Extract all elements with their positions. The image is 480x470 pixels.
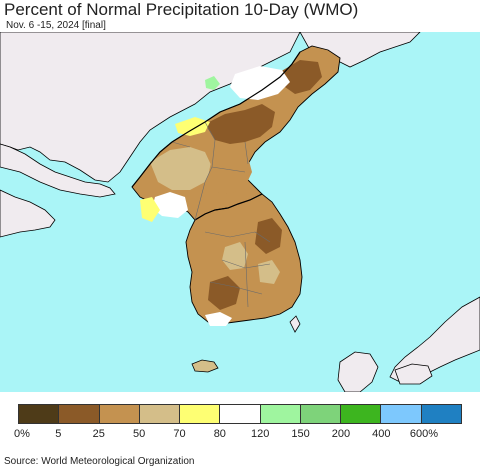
precip-dark-region-sk-south <box>208 276 240 310</box>
legend-swatch <box>260 405 301 423</box>
legend-label: 50 <box>132 428 146 440</box>
precip-white-region-nk-west <box>152 192 188 218</box>
shandong-peninsula <box>0 189 56 238</box>
province-lines-nk <box>171 121 249 221</box>
legend-swatch <box>180 405 221 423</box>
precipitation-map <box>0 32 480 392</box>
legend-swatch <box>59 405 100 423</box>
precip-dark-region-east <box>280 60 322 94</box>
legend-color-bar <box>18 404 462 424</box>
precip-green-spot-nk <box>205 76 220 90</box>
legend-swatch <box>99 405 140 423</box>
precip-yellow-coast-nk <box>140 197 160 222</box>
tsushima-island <box>289 315 301 333</box>
legend-label: 25 <box>92 428 105 440</box>
precip-white-region-nk-north <box>230 66 290 100</box>
jeju-island <box>191 359 219 373</box>
legend-labels: 0% 5 25 50 70 80 120 150 200 400 600% <box>14 428 462 442</box>
legend-swatch <box>220 405 261 423</box>
precip-dark-region-nk <box>205 104 275 144</box>
legend-label: 600% <box>409 428 439 440</box>
legend-swatch <box>381 405 422 423</box>
precip-white-coast-sk <box>205 312 232 326</box>
legend-label: 200 <box>331 428 351 440</box>
legend-label: 0% <box>14 428 30 440</box>
legend-swatch <box>300 405 342 423</box>
legend-label: 5 <box>55 428 62 440</box>
liaodong-peninsula <box>0 143 116 198</box>
legend-swatch <box>19 405 60 423</box>
source-credit: Source: World Meteorological Organizatio… <box>4 456 195 467</box>
province-lines-sk <box>204 231 271 308</box>
precip-medium-region-nk <box>208 150 252 194</box>
legend-label: 150 <box>291 428 310 440</box>
precip-tan-region-sk <box>222 242 248 270</box>
legend-swatch <box>421 405 461 423</box>
legend-label: 120 <box>250 428 270 440</box>
map-canvas <box>0 32 480 392</box>
dmz-border <box>194 193 263 221</box>
legend-swatch <box>341 405 382 423</box>
legend-label: 400 <box>372 428 391 440</box>
map-subtitle: Nov. 6 -15, 2024 [final] <box>6 20 106 31</box>
precip-legend: 0% 5 25 50 70 80 120 150 200 400 600% <box>14 404 462 448</box>
precip-tan-region-sk-2 <box>258 260 280 284</box>
legend-label: 80 <box>213 428 226 440</box>
precip-dark-region-sk-east <box>255 218 282 254</box>
precip-tan-region-nk-west <box>150 147 212 190</box>
japan-shikoku <box>394 363 433 385</box>
japan-kyushu <box>337 351 379 392</box>
legend-label: 70 <box>173 428 186 440</box>
china-nk-border <box>131 51 301 188</box>
map-title: Percent of Normal Precipitation 10-Day (… <box>4 0 359 19</box>
precip-yellow-region-nk <box>175 117 210 136</box>
japan-honshu <box>389 296 480 383</box>
legend-swatch <box>139 405 181 423</box>
